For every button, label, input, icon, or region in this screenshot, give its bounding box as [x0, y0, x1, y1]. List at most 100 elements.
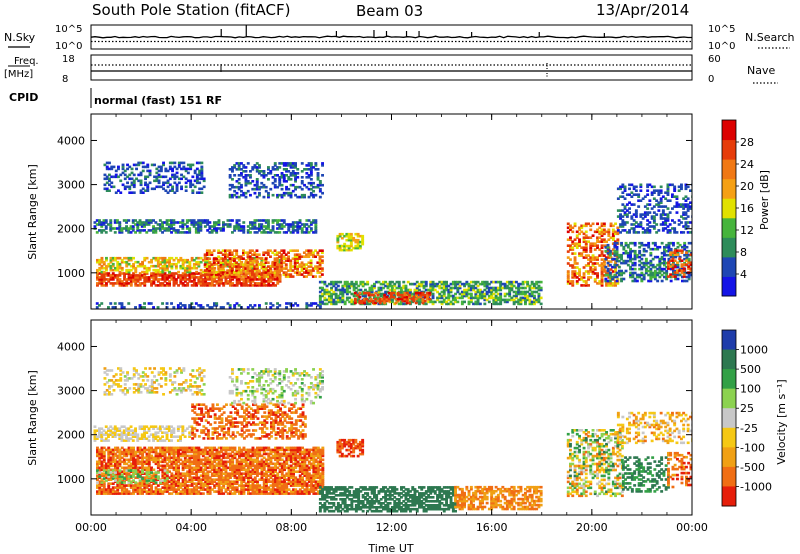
power-cell	[686, 205, 690, 208]
power-cell	[152, 227, 155, 230]
power-cell	[222, 268, 226, 272]
power-cell	[332, 280, 336, 284]
velocity-cell	[152, 490, 156, 493]
power-cell	[607, 272, 611, 275]
power-cell	[405, 297, 409, 301]
power-cell	[147, 223, 151, 226]
velocity-cell	[165, 450, 169, 454]
power-cell	[155, 175, 159, 179]
power-cell	[607, 282, 611, 285]
power-cell	[666, 191, 670, 194]
power-cell	[578, 270, 581, 273]
power-cell	[269, 267, 272, 270]
power-cell	[648, 221, 652, 224]
power-cell	[454, 286, 457, 290]
power-cell	[309, 304, 313, 307]
power-cell	[289, 261, 293, 264]
power-cell	[499, 288, 503, 292]
power-cell	[602, 224, 606, 228]
power-cell	[651, 271, 655, 275]
power-cell	[660, 251, 664, 255]
power-cell	[280, 193, 284, 197]
power-cell	[195, 161, 199, 165]
power-cell	[682, 207, 686, 210]
power-cell	[294, 229, 297, 232]
power-cell	[273, 271, 277, 274]
power-cell	[600, 240, 604, 243]
power-cell	[157, 175, 161, 179]
power-cell	[678, 255, 682, 259]
power-cell	[249, 231, 252, 234]
power-cell	[113, 231, 117, 234]
velocity-cell	[98, 492, 102, 495]
power-cell	[212, 263, 216, 266]
velocity-cell	[170, 460, 174, 464]
power-cell	[596, 256, 599, 259]
power-cell	[152, 306, 155, 309]
power-cell	[132, 274, 135, 277]
velocity-cell	[125, 466, 129, 470]
power-cell	[600, 268, 604, 271]
power-cell	[181, 258, 185, 262]
power-cell	[229, 284, 232, 287]
velocity-cell	[116, 462, 120, 466]
power-cell	[240, 229, 243, 232]
velocity-cell	[188, 448, 192, 452]
power-cell	[341, 292, 345, 296]
power-cell	[155, 177, 159, 181]
power-cell	[300, 181, 304, 185]
power-cell	[244, 280, 248, 283]
power-cell	[150, 258, 153, 262]
power-cell	[682, 197, 686, 200]
velocity-cell	[174, 468, 178, 472]
power-cell	[436, 290, 439, 294]
power-cell	[120, 272, 124, 275]
power-cell	[163, 256, 167, 260]
power-cell	[659, 213, 663, 216]
power-cell	[129, 231, 133, 234]
power-cell	[578, 238, 581, 241]
velocity-cell	[147, 458, 151, 462]
power-cell	[251, 264, 255, 268]
power-cell	[100, 276, 104, 279]
power-cell	[345, 282, 349, 286]
velocity-cell	[100, 456, 104, 460]
power-cell	[566, 238, 570, 241]
power-cell	[519, 282, 523, 286]
velocity-cell	[105, 462, 108, 466]
power-cell	[164, 189, 168, 192]
power-cell	[175, 185, 179, 189]
power-cell	[276, 278, 280, 281]
velocity-cell	[98, 490, 102, 493]
power-cell	[300, 223, 304, 226]
power-cell	[195, 191, 199, 194]
power-cell	[637, 193, 641, 196]
power-cell	[294, 164, 297, 167]
power-cell	[429, 286, 433, 290]
power-cell	[294, 193, 297, 197]
power-cell	[156, 260, 160, 264]
power-cell	[485, 282, 489, 286]
power-cell	[100, 302, 104, 305]
power-cell	[361, 234, 365, 238]
power-cell	[638, 241, 642, 245]
velocity-cell	[163, 454, 167, 458]
power-cell	[173, 165, 177, 169]
velocity-cell	[127, 466, 131, 470]
power-cell	[517, 298, 521, 302]
power-cell	[180, 185, 183, 189]
power-cell	[330, 296, 333, 300]
power-cell	[539, 286, 543, 290]
velocity-cell	[141, 452, 144, 456]
power-cell	[686, 207, 690, 210]
power-cell	[246, 253, 250, 256]
power-cell	[278, 180, 282, 183]
power-cell	[291, 227, 295, 230]
power-cell	[197, 256, 201, 260]
power-cell	[358, 291, 362, 295]
power-cell	[127, 229, 131, 232]
power-cell	[591, 244, 595, 247]
power-cell	[454, 296, 457, 300]
power-cell	[205, 267, 209, 270]
power-cell	[396, 291, 400, 295]
